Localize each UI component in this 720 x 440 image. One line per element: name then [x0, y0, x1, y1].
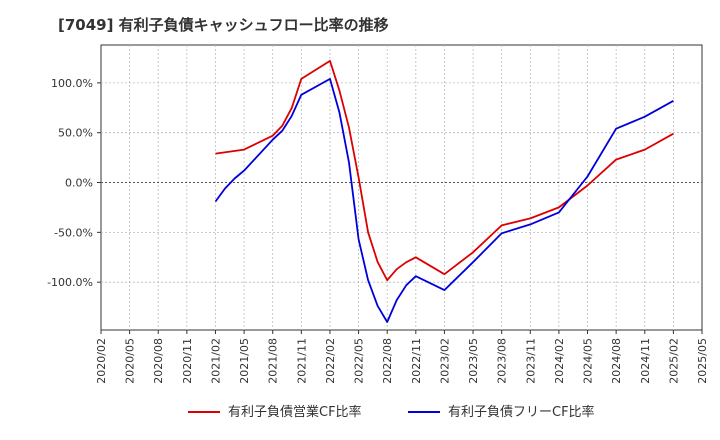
x-tick-label: 2020/02 — [95, 338, 108, 384]
x-tick-label: 2022/08 — [381, 338, 394, 384]
x-tick-label: 2023/08 — [496, 338, 509, 384]
x-tick-label: 2021/11 — [295, 338, 308, 384]
x-tick-label: 2020/05 — [124, 338, 137, 384]
series-line-2 — [214, 78, 674, 323]
x-tick-label: 2023/05 — [467, 338, 480, 384]
x-tick-label: 2024/11 — [639, 338, 652, 384]
x-tick-label: 2022/11 — [410, 338, 423, 384]
x-tick-label: 2023/02 — [438, 338, 451, 384]
x-tick-label: 2021/08 — [267, 338, 280, 384]
x-tick-label: 2022/02 — [324, 338, 337, 384]
y-tick-label: 0.0% — [65, 177, 93, 190]
y-tick-label: -100.0% — [47, 276, 93, 289]
y-tick-label: 100.0% — [51, 77, 93, 90]
y-tick-label: -50.0% — [54, 226, 93, 239]
x-tick-label: 2021/02 — [209, 338, 222, 384]
x-tick-label: 2024/08 — [610, 338, 623, 384]
legend-label-2: 有利子負債フリーCF比率 — [448, 404, 595, 420]
legend-label-1: 有利子負債営業CF比率 — [228, 404, 362, 420]
x-tick-label: 2024/02 — [553, 338, 566, 384]
x-tick-label: 2025/05 — [696, 338, 709, 384]
x-tick-label: 2020/11 — [181, 338, 194, 384]
plot-area — [100, 44, 703, 331]
y-tick-label: 50.0% — [58, 127, 93, 140]
series-line-1 — [215, 60, 674, 282]
x-tick-label: 2020/08 — [152, 338, 165, 384]
x-tick-label: 2023/11 — [524, 338, 537, 384]
x-tick-label: 2024/05 — [582, 338, 595, 384]
chart-title: [7049] 有利子負債キャッシュフロー比率の推移 — [58, 16, 389, 34]
x-tick-label: 2022/05 — [353, 338, 366, 384]
x-tick-label: 2021/05 — [238, 338, 251, 384]
x-tick-label: 2025/02 — [667, 338, 680, 384]
